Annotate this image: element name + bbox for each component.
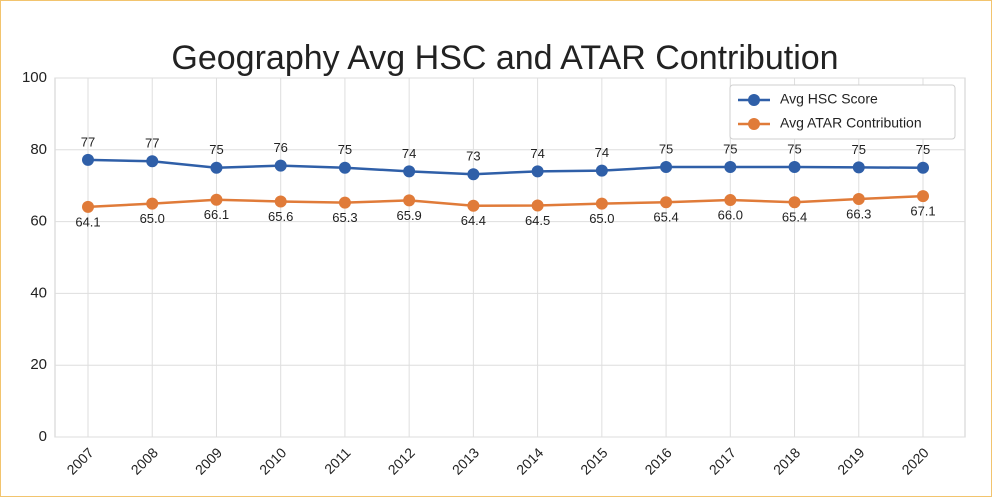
legend-box — [729, 84, 956, 140]
data-point — [917, 161, 929, 174]
data-point — [210, 193, 223, 206]
legend-label: Avg HSC Score — [780, 91, 878, 107]
data-label: 64.1 — [75, 214, 100, 229]
data-point — [274, 195, 287, 208]
y-tick-label: 60 — [30, 213, 47, 230]
data-label: 66.0 — [718, 207, 743, 222]
data-point — [917, 190, 929, 203]
data-point — [660, 196, 673, 209]
data-label: 74 — [402, 146, 416, 161]
data-point — [531, 199, 544, 212]
data-label: 67.1 — [910, 204, 935, 219]
chart-title: Geography Avg HSC and ATAR Contribution — [171, 39, 838, 77]
data-point — [788, 161, 801, 174]
data-point — [852, 192, 865, 205]
data-point — [210, 161, 223, 174]
data-label: 64.4 — [461, 213, 486, 228]
data-label: 75 — [338, 142, 352, 157]
data-point — [660, 161, 673, 174]
data-label: 64.5 — [525, 213, 550, 228]
data-point — [146, 155, 159, 168]
data-point — [467, 168, 480, 181]
data-label: 75 — [209, 142, 223, 157]
data-point — [274, 159, 287, 172]
data-point — [531, 165, 544, 178]
data-label: 65.0 — [140, 211, 165, 226]
data-label: 75 — [723, 141, 737, 156]
data-point — [82, 153, 94, 166]
data-point — [146, 197, 159, 210]
data-label: 65.9 — [396, 208, 421, 223]
data-label: 65.3 — [332, 210, 357, 225]
y-tick-label: 100 — [22, 69, 47, 86]
data-point — [788, 196, 801, 209]
legend-marker — [748, 118, 760, 130]
y-tick-label: 80 — [30, 141, 47, 158]
data-point — [724, 161, 737, 174]
data-label: 66.3 — [846, 206, 871, 221]
y-tick-label: 40 — [30, 284, 47, 301]
data-label: 75 — [852, 142, 866, 157]
data-label: 77 — [81, 134, 95, 149]
data-label: 65.4 — [782, 210, 807, 225]
data-label: 75 — [787, 141, 801, 156]
y-tick-label: 0 — [39, 428, 47, 445]
data-label: 73 — [466, 149, 480, 164]
legend-label: Avg ATAR Contribution — [780, 115, 922, 131]
data-point — [595, 197, 608, 210]
data-point — [403, 194, 416, 207]
data-label: 65.0 — [589, 211, 614, 226]
data-label: 77 — [145, 136, 159, 151]
data-point — [403, 165, 416, 178]
data-label: 75 — [916, 142, 930, 157]
data-point — [467, 199, 480, 212]
legend-marker — [748, 94, 760, 106]
series-line — [87, 158, 924, 176]
y-tick-label: 20 — [30, 356, 47, 373]
data-label: 74 — [595, 145, 609, 160]
series-line — [87, 194, 924, 209]
data-point — [82, 200, 94, 213]
data-point — [338, 161, 351, 174]
data-point — [852, 161, 865, 174]
data-label: 65.6 — [268, 209, 293, 224]
data-label: 76 — [273, 140, 287, 155]
data-label: 66.1 — [204, 207, 229, 222]
data-label: 75 — [659, 141, 673, 156]
data-point — [724, 194, 737, 207]
data-point — [595, 164, 608, 177]
data-point — [338, 196, 351, 209]
data-label: 74 — [530, 146, 544, 161]
data-label: 65.4 — [653, 210, 678, 225]
